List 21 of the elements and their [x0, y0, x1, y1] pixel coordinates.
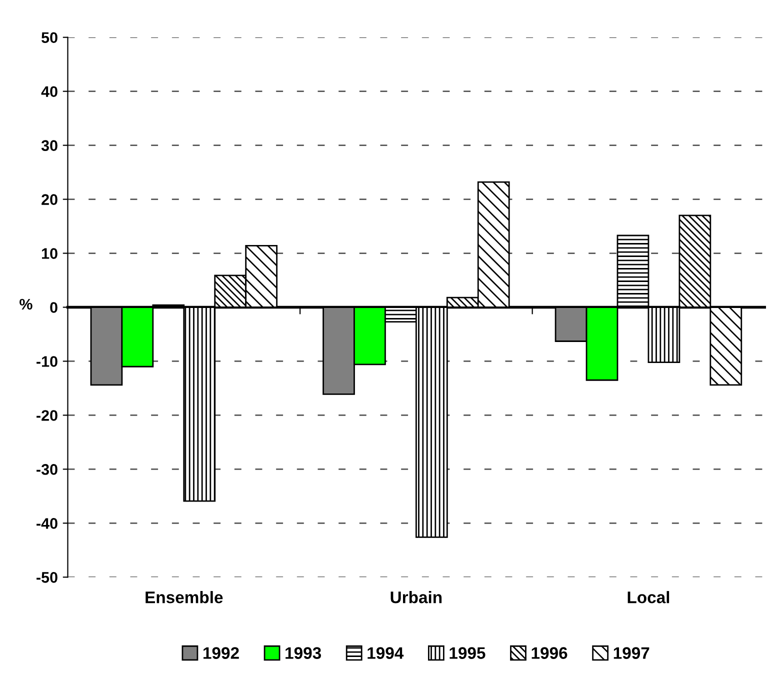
y-tick-label: -50: [36, 572, 58, 583]
legend-label: 1994: [368, 647, 404, 659]
y-axis-title: %: [20, 298, 32, 310]
y-tick-label: -20: [36, 410, 58, 421]
x-tick-label: Ensemble: [146, 591, 223, 604]
y-tick-label: 50: [42, 32, 58, 44]
y-tick-label: 40: [41, 86, 58, 98]
x-tick-label: Urbain: [390, 591, 442, 604]
x-tick-label: Local: [628, 591, 670, 604]
legend-label: 1997: [614, 647, 650, 659]
y-tick-label: 30: [41, 140, 58, 152]
y-tick-label: -10: [36, 356, 58, 367]
legend-label: 1993: [286, 647, 322, 659]
y-tick-label: -40: [36, 518, 58, 529]
y-tick-label: -30: [36, 464, 58, 475]
y-tick-label: 10: [42, 248, 58, 259]
legend-label: 1996: [532, 647, 568, 659]
y-tick-label: 20: [42, 194, 58, 205]
y-tick-label: 0: [50, 302, 58, 313]
legend-label: 1992: [204, 647, 239, 659]
legend-label: 1995: [450, 647, 486, 659]
